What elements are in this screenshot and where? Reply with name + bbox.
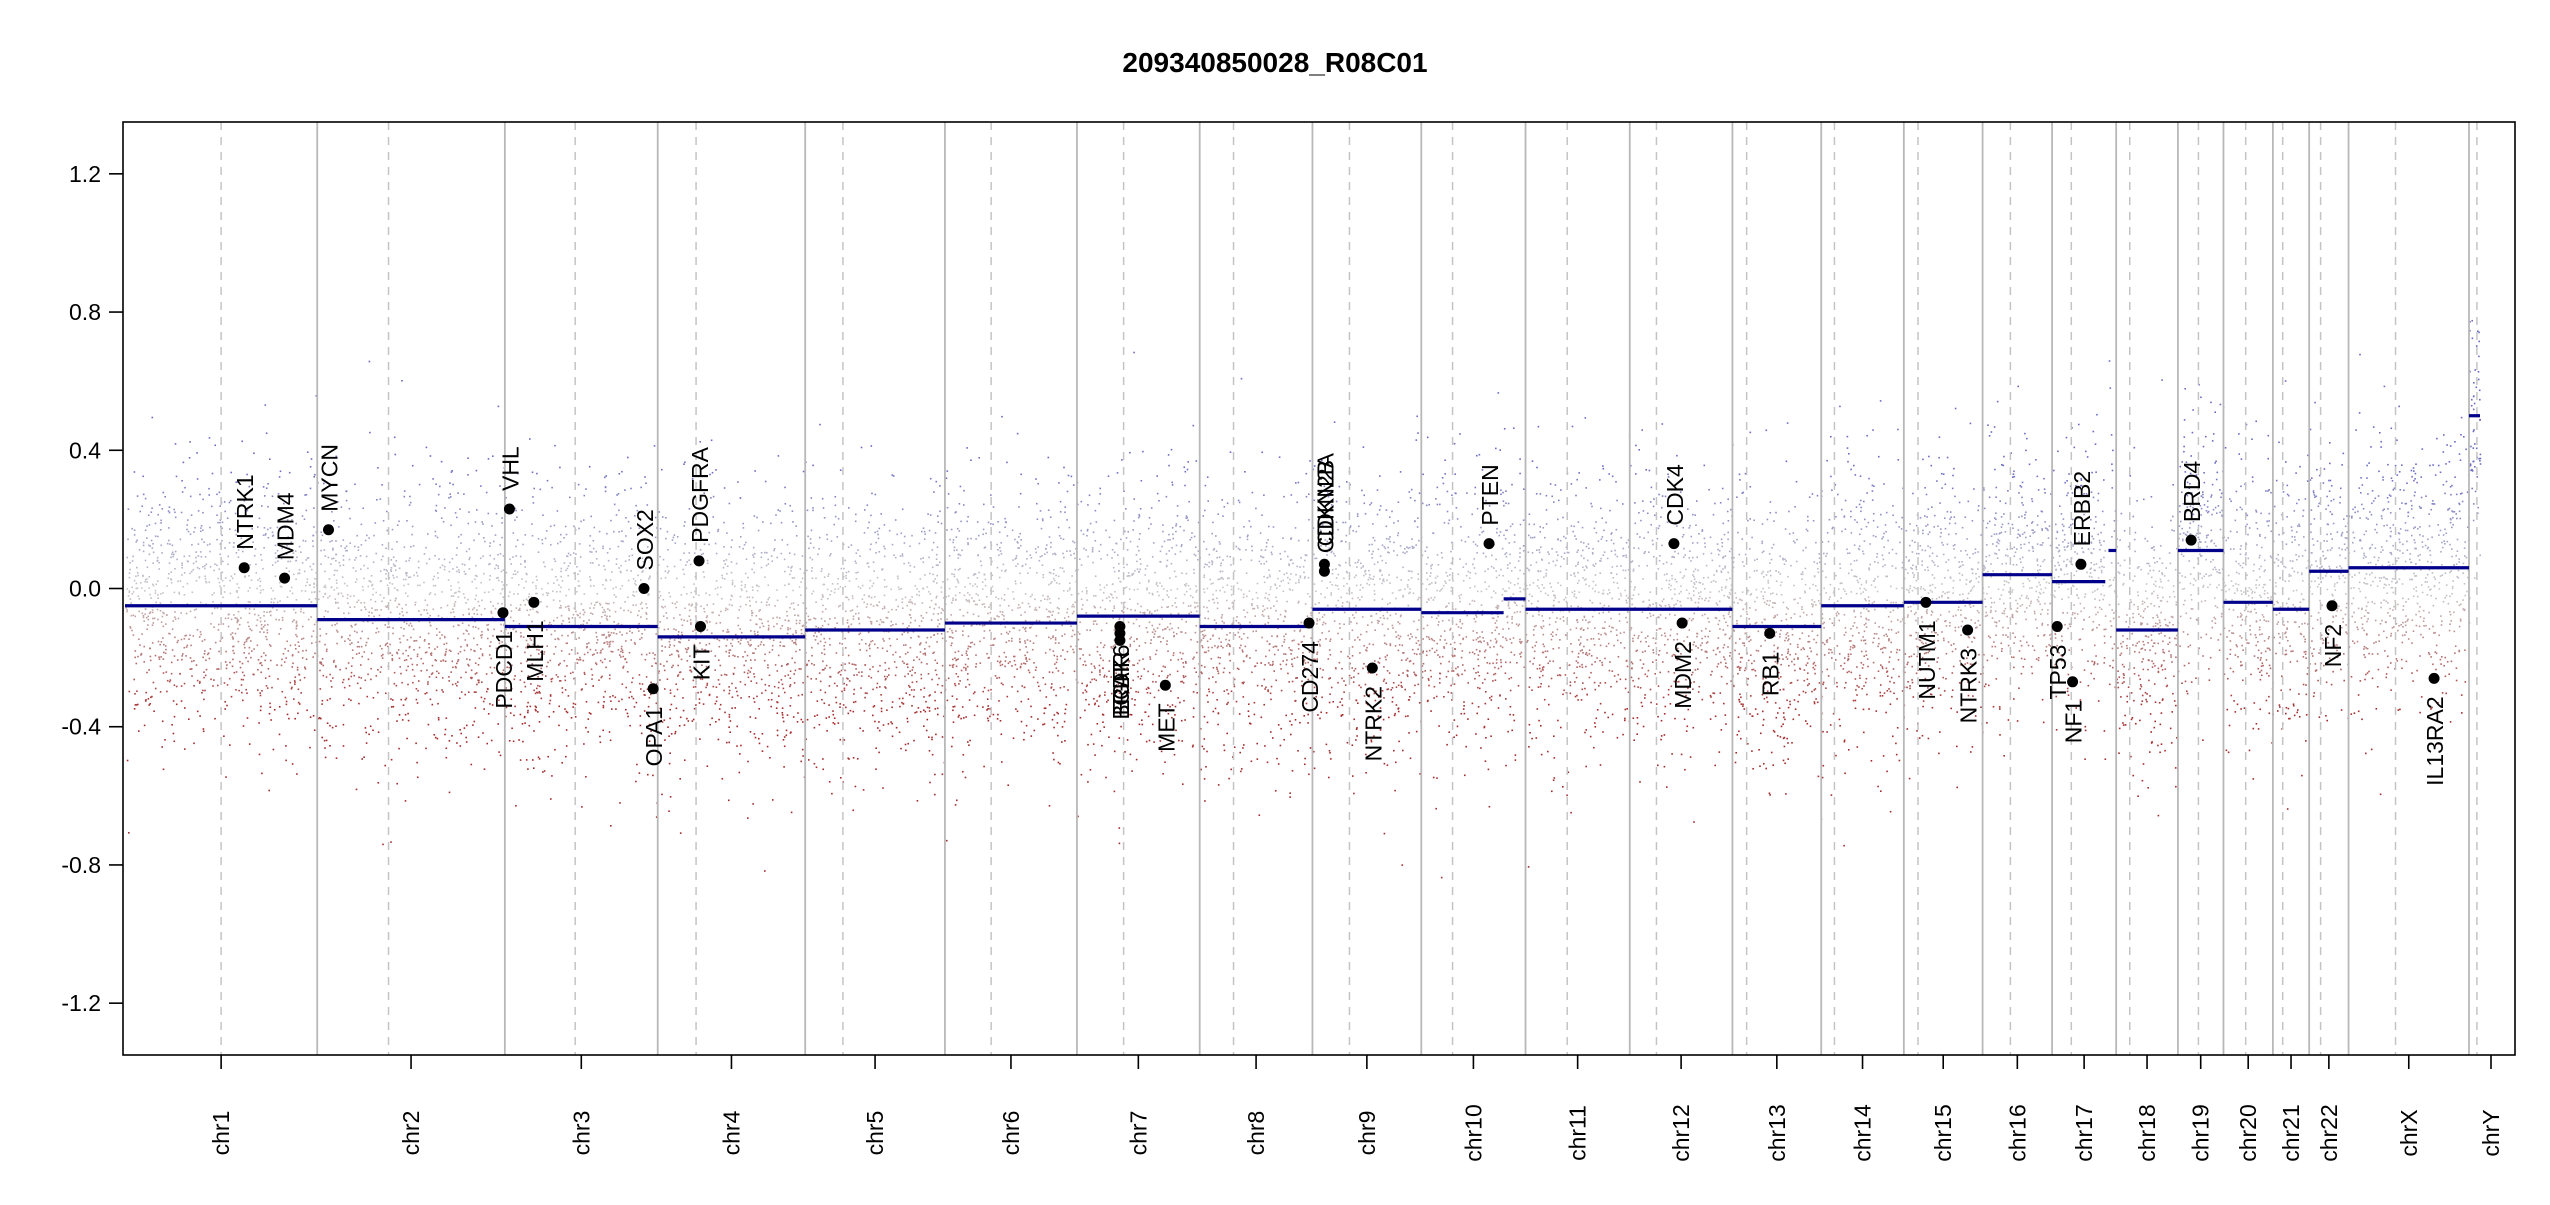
gene-label: KIT [688, 645, 714, 681]
gene-point [638, 583, 649, 594]
gene-label: PDCD1 [491, 631, 517, 709]
gene-point [695, 621, 706, 632]
gene-label: BRAF [1108, 658, 1134, 719]
chromosome-label: chr2 [398, 1111, 424, 1156]
gene-label: NTRK2 [1360, 686, 1386, 761]
gene-label: NF2 [2320, 624, 2346, 667]
chromosome-label: chrX [2396, 1109, 2422, 1156]
gene-point [2186, 535, 2197, 546]
y-tick-label: -0.4 [61, 714, 101, 740]
chromosome-label: chr12 [1668, 1104, 1694, 1162]
gene-point [1484, 538, 1495, 549]
plot-frame [123, 122, 2515, 1055]
gene-label: TP53 [2045, 645, 2071, 700]
gene-point [239, 562, 250, 573]
gene-label: NTRK1 [232, 474, 258, 549]
chromosome-label: chrY [2478, 1109, 2504, 1156]
y-tick-label: 0.8 [69, 299, 101, 325]
gene-label: NTRK3 [1956, 648, 1982, 723]
gene-point [1367, 662, 1378, 673]
gene-point [1114, 621, 1125, 632]
chromosome-label: chr16 [2004, 1104, 2030, 1162]
gene-label: MDM4 [273, 492, 299, 560]
chromosome-label: chr8 [1243, 1111, 1269, 1156]
y-tick-label: -0.8 [61, 852, 101, 878]
gene-point [2075, 559, 2086, 570]
gene-label: CDKN2B [1312, 460, 1338, 553]
gene-label: PDGFRA [687, 446, 713, 543]
chromosome-label: chr11 [1565, 1105, 1591, 1161]
probe-points-layer [125, 320, 2481, 879]
gene-point [1160, 680, 1171, 691]
chromosome-label: chr17 [2071, 1104, 2097, 1162]
chromosome-label: chr3 [568, 1111, 594, 1156]
gene-label: BRD4 [2179, 461, 2205, 523]
gene-point [2429, 673, 2440, 684]
y-tick-label: 0.0 [69, 576, 101, 602]
gene-point [323, 524, 334, 535]
gene-point [279, 573, 290, 584]
gene-point [504, 504, 515, 515]
gene-label: MET [1153, 703, 1179, 752]
gene-label: MLH1 [522, 620, 548, 681]
gene-point [1920, 597, 1931, 608]
gene-point [2052, 621, 2063, 632]
gene-label: IL13RA2 [2422, 696, 2448, 786]
chromosome-label: chr10 [1460, 1104, 1486, 1162]
gene-label: CD274 [1297, 641, 1323, 713]
chromosome-label: chr14 [1850, 1104, 1876, 1162]
chromosome-label: chr19 [2188, 1104, 2214, 1162]
gene-point [1677, 618, 1688, 629]
gene-label: NF1 [2061, 700, 2087, 743]
gene-label: ERBB2 [2069, 471, 2095, 546]
gene-point [1319, 566, 1330, 577]
chromosome-label: chr6 [998, 1111, 1024, 1156]
gene-point [694, 555, 705, 566]
gene-point [1304, 618, 1315, 629]
gene-point [1962, 624, 1973, 635]
chromosome-label: chr22 [2316, 1104, 2342, 1162]
chromosome-label: chr15 [1930, 1104, 1956, 1162]
gene-point [2067, 676, 2078, 687]
chromosome-label: chr13 [1764, 1104, 1790, 1162]
y-tick-label: 1.2 [69, 161, 101, 187]
gene-label: OPA1 [641, 707, 667, 767]
gene-label: VHL [497, 446, 523, 491]
chromosome-label: chr5 [862, 1111, 888, 1156]
chromosome-label: chr18 [2134, 1104, 2160, 1162]
gene-point [2327, 600, 2338, 611]
chromosome-label: chr20 [2235, 1104, 2261, 1162]
gene-label: NUTM1 [1914, 620, 1940, 699]
gene-point [1114, 635, 1125, 646]
gene-label: CDK4 [1662, 464, 1688, 526]
gene-point [1764, 628, 1775, 639]
gene-point [497, 607, 508, 618]
segments-layer [125, 416, 2480, 637]
chromosome-label: chr1 [208, 1111, 234, 1156]
gene-point [648, 683, 659, 694]
chart-title: 209340850028_R08C01 [1122, 47, 1427, 78]
chromosome-label: chr4 [718, 1110, 744, 1155]
y-tick-label: -1.2 [61, 990, 101, 1016]
chromosome-label: chr21 [2278, 1104, 2304, 1162]
chromosome-label: chr7 [1125, 1111, 1151, 1156]
gene-label: RB1 [1758, 651, 1784, 696]
chromosome-boundaries-layer [221, 122, 2477, 1055]
gene-label: MYCN [317, 444, 343, 512]
y-tick-label: 0.4 [69, 437, 101, 463]
gene-label: MDM2 [1670, 641, 1696, 709]
chromosome-label: chr9 [1354, 1111, 1380, 1156]
gene-label: PTEN [1477, 464, 1503, 525]
gene-point [528, 597, 539, 608]
gene-point [1668, 538, 1679, 549]
gene-label: SOX2 [632, 509, 658, 570]
